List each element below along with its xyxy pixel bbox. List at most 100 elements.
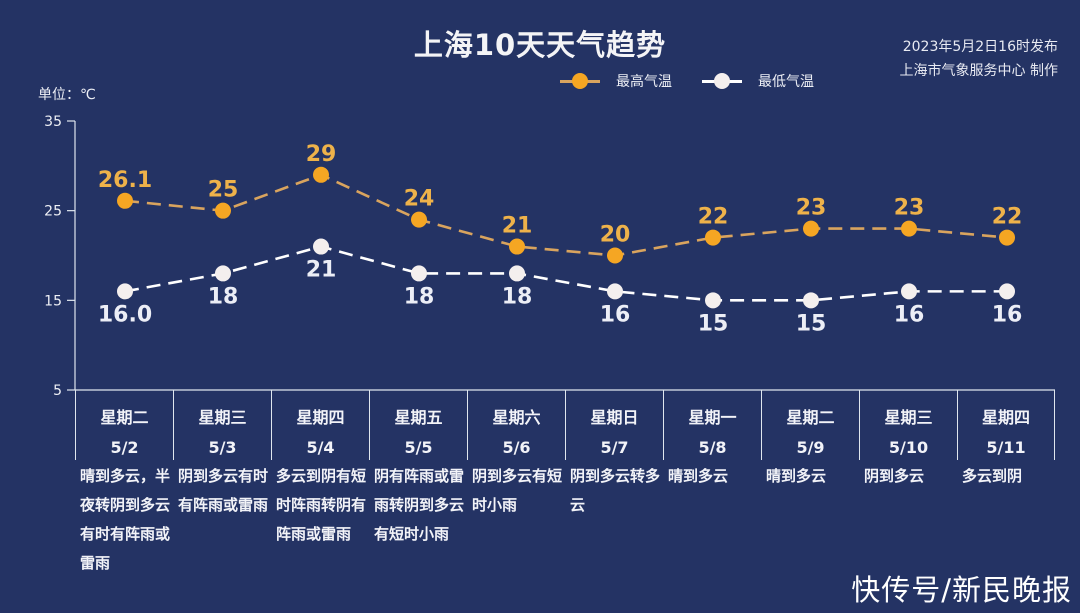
low-temp-point[interactable] bbox=[803, 292, 819, 309]
high-temp-label: 24 bbox=[404, 187, 435, 212]
unit-label: 单位：℃ bbox=[38, 87, 96, 103]
low-temp-point[interactable] bbox=[705, 292, 721, 309]
date-label: 5/4 bbox=[306, 438, 335, 457]
weekday-label: 星期一 bbox=[688, 408, 737, 427]
date-label: 5/3 bbox=[208, 438, 237, 457]
legend: 最高气温 最低气温 bbox=[560, 70, 844, 92]
low-temp-label: 18 bbox=[502, 284, 533, 309]
high-temp-label: 21 bbox=[502, 214, 533, 239]
weekday-label: 星期二 bbox=[100, 408, 149, 427]
low-temp-label: 21 bbox=[306, 258, 337, 283]
high-temp-label: 22 bbox=[698, 205, 729, 230]
high-temp-point[interactable] bbox=[901, 220, 917, 237]
date-label: 5/5 bbox=[404, 438, 433, 457]
weather-description: 晴到多云，半夜转阴到多云有时有阵雨或雷雨 bbox=[80, 467, 171, 572]
day-header-cell: 星期三 5/10 bbox=[859, 390, 957, 460]
date-label: 5/10 bbox=[888, 438, 929, 457]
weekday-label: 星期四 bbox=[296, 408, 345, 427]
publish-info: 2023年5月2日16时发布 上海市气象服务中心 制作 bbox=[900, 35, 1058, 83]
publish-time: 2023年5月2日16时发布 bbox=[902, 39, 1058, 55]
day-header-cell: 星期日 5/7 bbox=[565, 390, 663, 460]
weekday-label: 星期四 bbox=[981, 408, 1030, 427]
high-temp-point[interactable] bbox=[215, 202, 231, 219]
low-temp-line bbox=[124, 245, 1007, 302]
high-temp-point[interactable] bbox=[803, 220, 819, 237]
weather-description: 阴到多云 bbox=[864, 467, 925, 485]
low-temp-label: 15 bbox=[698, 311, 729, 336]
weather-description: 阴到多云有时有阵雨或雷雨 bbox=[178, 467, 269, 514]
weekday-label: 星期六 bbox=[492, 408, 541, 427]
high-temp-label: 20 bbox=[600, 223, 631, 248]
weather-description: 阴有阵雨或雷雨转阴到多云有短时小雨 bbox=[374, 467, 465, 543]
series-points bbox=[117, 166, 1015, 309]
high-temp-label: 23 bbox=[796, 196, 827, 221]
high-temp-label: 25 bbox=[208, 178, 239, 203]
day-header-cell: 星期二 5/2 bbox=[75, 390, 173, 460]
weather-description: 阴到多云转多云 bbox=[570, 467, 661, 514]
low-temp-label: 16 bbox=[992, 302, 1023, 327]
high-temp-label: 26.1 bbox=[98, 168, 152, 193]
date-label: 5/8 bbox=[698, 438, 727, 457]
high-temp-point[interactable] bbox=[705, 229, 721, 246]
day-header-cell: 星期二 5/9 bbox=[761, 390, 859, 460]
low-temp-label: 16 bbox=[600, 302, 631, 327]
high-temp-point[interactable] bbox=[117, 192, 133, 209]
legend-item-high: 最高气温 bbox=[560, 71, 672, 91]
y-axis: 5 15 25 35 bbox=[44, 114, 1055, 399]
weather-description: 多云到阴 bbox=[962, 467, 1023, 485]
date-label: 5/6 bbox=[502, 438, 531, 457]
low-temp-label: 18 bbox=[404, 284, 435, 309]
legend-label-low: 最低气温 bbox=[758, 74, 814, 90]
weekday-label: 星期日 bbox=[590, 408, 639, 427]
data-labels: 26.1 25 29 24 21 20 22 23 23 22 16.0 18 21 18 18 16 15 15… bbox=[98, 142, 1022, 337]
date-label: 5/9 bbox=[796, 438, 825, 457]
low-temp-label: 15 bbox=[796, 311, 827, 336]
high-temp-line-marker-icon bbox=[560, 71, 600, 91]
low-temp-label: 16 bbox=[894, 302, 925, 327]
low-temp-point[interactable] bbox=[607, 283, 623, 300]
high-temp-point[interactable] bbox=[999, 229, 1015, 246]
day-header-cell: 星期四 5/4 bbox=[271, 390, 369, 460]
y-tick-label: 15 bbox=[44, 293, 62, 309]
chart-title: 上海10天天气趋势 bbox=[413, 28, 667, 62]
y-tick-label: 5 bbox=[53, 383, 62, 399]
high-temp-line bbox=[124, 173, 1008, 257]
high-temp-point[interactable] bbox=[509, 238, 525, 255]
day-header-cell: 星期四 5/11 bbox=[957, 390, 1055, 460]
low-temp-point[interactable] bbox=[999, 283, 1015, 300]
high-temp-point[interactable] bbox=[313, 166, 329, 183]
day-header-cell: 星期三 5/3 bbox=[173, 390, 271, 460]
publisher: 上海市气象服务中心 制作 bbox=[899, 63, 1058, 79]
low-temp-label: 18 bbox=[208, 284, 239, 309]
weather-description: 晴到多云 bbox=[668, 467, 729, 485]
weather-description: 阴到多云有短时小雨 bbox=[472, 467, 563, 514]
low-temp-point[interactable] bbox=[117, 283, 133, 300]
weather-description: 晴到多云 bbox=[766, 467, 827, 485]
watermark: 快传号/新民晚报 bbox=[851, 573, 1072, 607]
date-label: 5/11 bbox=[986, 438, 1026, 457]
weekday-label: 星期五 bbox=[394, 408, 443, 427]
day-header-cell: 星期一 5/8 bbox=[663, 390, 761, 460]
day-header-cell: 星期六 5/6 bbox=[467, 390, 565, 460]
low-temp-point[interactable] bbox=[215, 265, 231, 282]
series-lines bbox=[124, 173, 1008, 302]
weekday-label: 星期三 bbox=[884, 408, 933, 427]
low-temp-line-marker-icon bbox=[702, 71, 742, 91]
low-temp-point[interactable] bbox=[313, 238, 329, 255]
weekday-label: 星期二 bbox=[786, 408, 835, 427]
weather-description-row: 晴到多云，半夜转阴到多云有时有阵雨或雷雨 阴到多云有时有阵雨或雷雨 多云到阴有短时阵… bbox=[75, 462, 1055, 578]
date-label: 5/7 bbox=[600, 438, 629, 457]
high-temp-label: 22 bbox=[992, 205, 1023, 230]
high-temp-point[interactable] bbox=[411, 211, 427, 228]
low-temp-point[interactable] bbox=[509, 265, 525, 282]
date-label: 5/2 bbox=[110, 438, 139, 457]
low-temp-point[interactable] bbox=[411, 265, 427, 282]
low-temp-point[interactable] bbox=[901, 283, 917, 300]
y-tick-label: 25 bbox=[44, 204, 62, 220]
weekday-label: 星期三 bbox=[198, 408, 247, 427]
day-header-cell: 星期五 5/5 bbox=[369, 390, 467, 460]
high-temp-label: 23 bbox=[894, 196, 925, 221]
legend-item-low: 最低气温 bbox=[702, 71, 814, 91]
high-temp-point[interactable] bbox=[607, 247, 623, 264]
